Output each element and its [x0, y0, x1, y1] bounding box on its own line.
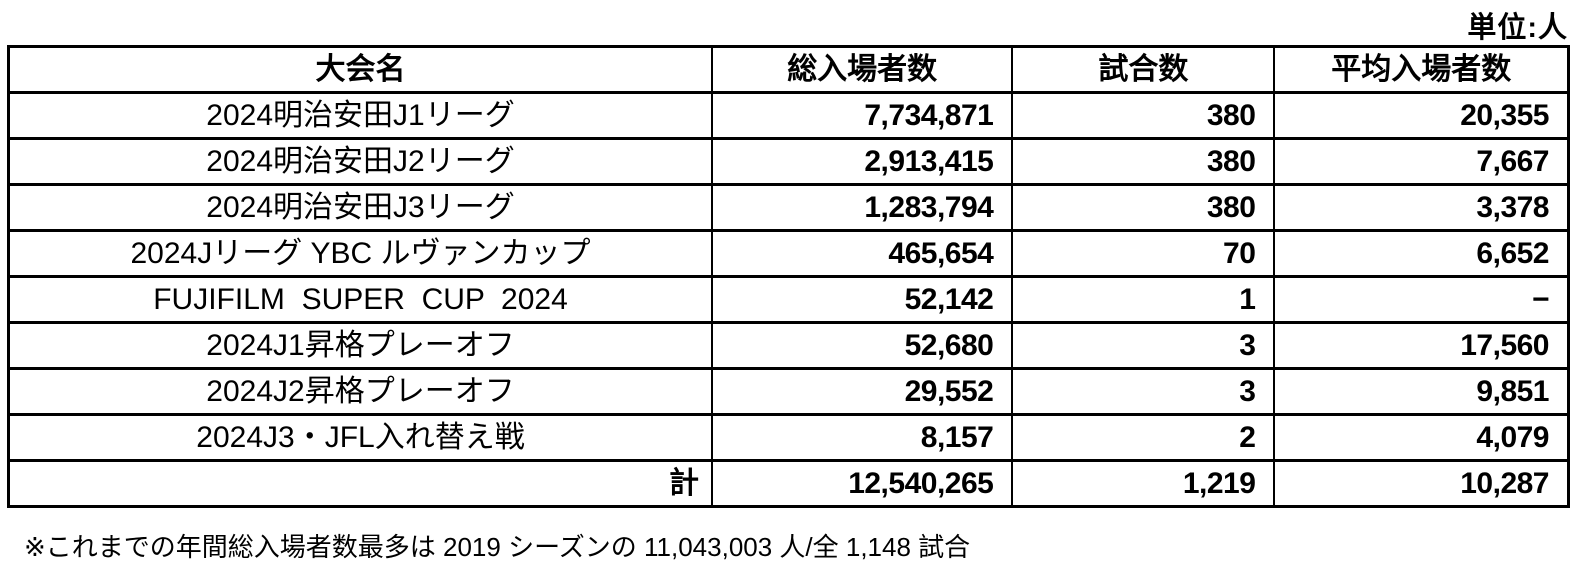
total-label-cell: 計 — [7, 459, 714, 508]
match-count-cell: 380 — [1011, 137, 1276, 186]
total-attendance-cell: 29,552 — [711, 367, 1014, 416]
total-attendance-sum-cell: 12,540,265 — [711, 459, 1014, 508]
match-count-sum-cell: 1,219 — [1011, 459, 1276, 508]
tournament-name-cell: 2024明治安田J1リーグ — [7, 91, 714, 140]
match-count-cell: 3 — [1011, 321, 1276, 370]
unit-label: 単位:人 — [1467, 12, 1568, 44]
table-row: 2024明治安田J3リーグ 1,283,794 380 3,378 — [7, 183, 1570, 232]
average-attendance-sum-cell: 10,287 — [1273, 459, 1570, 508]
match-count-cell: 70 — [1011, 229, 1276, 278]
tournament-name-cell: 2024明治安田J2リーグ — [7, 137, 714, 186]
header-row: 大会名 総入場者数 試合数 平均入場者数 — [7, 45, 1570, 94]
tournament-name-cell: 2024明治安田J3リーグ — [7, 183, 714, 232]
total-attendance-cell: 7,734,871 — [711, 91, 1014, 140]
total-attendance-cell: 52,142 — [711, 275, 1014, 324]
total-attendance-cell: 1,283,794 — [711, 183, 1014, 232]
match-count-cell: 1 — [1011, 275, 1276, 324]
total-attendance-cell: 465,654 — [711, 229, 1014, 278]
col-header-match-count: 試合数 — [1011, 45, 1276, 94]
col-header-total-attendance: 総入場者数 — [711, 45, 1014, 94]
average-attendance-cell: 17,560 — [1273, 321, 1570, 370]
table-row: FUJIFILM SUPER CUP 2024 52,142 1 − — [7, 275, 1570, 324]
table-row: 2024J2昇格プレーオフ 29,552 3 9,851 — [7, 367, 1570, 416]
total-attendance-cell: 2,913,415 — [711, 137, 1014, 186]
col-header-tournament: 大会名 — [7, 45, 714, 94]
average-attendance-cell: 6,652 — [1273, 229, 1570, 278]
table-row: 2024J3・JFL入れ替え戦 8,157 2 4,079 — [7, 413, 1570, 462]
table-row: 2024明治安田J2リーグ 2,913,415 380 7,667 — [7, 137, 1570, 186]
average-attendance-cell: 4,079 — [1273, 413, 1570, 462]
tournament-name-cell: 2024J1昇格プレーオフ — [7, 321, 714, 370]
average-attendance-cell: 7,667 — [1273, 137, 1570, 186]
tournament-name-cell: 2024J3・JFL入れ替え戦 — [7, 413, 714, 462]
average-attendance-cell: 20,355 — [1273, 91, 1570, 140]
total-attendance-cell: 52,680 — [711, 321, 1014, 370]
average-attendance-cell: 3,378 — [1273, 183, 1570, 232]
match-count-cell: 380 — [1011, 183, 1276, 232]
average-attendance-cell: 9,851 — [1273, 367, 1570, 416]
match-count-cell: 3 — [1011, 367, 1276, 416]
match-count-cell: 2 — [1011, 413, 1276, 462]
total-attendance-cell: 8,157 — [711, 413, 1014, 462]
col-header-average-attendance: 平均入場者数 — [1273, 45, 1570, 94]
tournament-name-cell: 2024J2昇格プレーオフ — [7, 367, 714, 416]
tournament-name-cell: FUJIFILM SUPER CUP 2024 — [7, 275, 714, 324]
footnote: ※これまでの年間総入場者数最多は 2019 シーズンの 11,043,003 人… — [24, 532, 971, 562]
table-row: 2024明治安田J1リーグ 7,734,871 380 20,355 — [7, 91, 1570, 140]
table-row: 2024Jリーグ YBC ルヴァンカップ 465,654 70 6,652 — [7, 229, 1570, 278]
total-row: 計 12,540,265 1,219 10,287 — [7, 459, 1570, 508]
match-count-cell: 380 — [1011, 91, 1276, 140]
average-attendance-cell: − — [1273, 275, 1570, 324]
tournament-name-cell: 2024Jリーグ YBC ルヴァンカップ — [7, 229, 714, 278]
attendance-table: 大会名 総入場者数 試合数 平均入場者数 2024明治安田J1リーグ 7,734… — [7, 45, 1570, 508]
table-row: 2024J1昇格プレーオフ 52,680 3 17,560 — [7, 321, 1570, 370]
